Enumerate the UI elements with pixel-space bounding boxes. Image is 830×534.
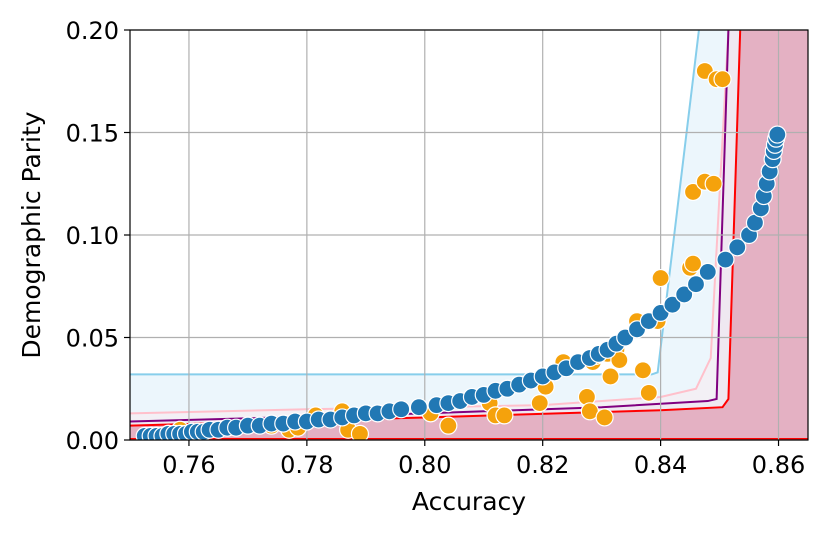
- point-series0-21: [595, 408, 614, 427]
- x-tick-label-1: 0.78: [280, 451, 333, 479]
- point-series1-52: [675, 285, 694, 304]
- point-series0-13: [495, 406, 514, 425]
- y-tick-label-3: 0.15: [66, 120, 119, 148]
- y-axis: 0.00 0.05 0.10 0.15 0.20: [66, 17, 130, 455]
- point-series0-8: [350, 424, 370, 440]
- point-series1-67: [768, 125, 787, 144]
- point-series0-32: [683, 254, 703, 273]
- x-tick-label-2: 0.80: [398, 451, 451, 479]
- x-axis-label: Accuracy: [412, 487, 526, 516]
- point-series1-51: [663, 295, 682, 314]
- point-series1-29: [409, 398, 428, 417]
- point-series1-56: [728, 238, 747, 257]
- x-tick-label-3: 0.82: [516, 451, 569, 479]
- y-tick-label-1: 0.05: [66, 325, 119, 353]
- x-tick-label-5: 0.86: [752, 451, 805, 479]
- point-series0-27: [633, 361, 653, 380]
- x-axis: 0.76 0.78 0.80 0.82 0.84 0.86: [162, 440, 805, 479]
- point-series0-36: [704, 174, 723, 193]
- y-tick-label-4: 0.20: [66, 17, 119, 45]
- data-points: [135, 61, 787, 440]
- point-series0-14: [530, 394, 549, 413]
- point-series1-55: [716, 250, 735, 269]
- y-axis-label: Demographic Parity: [17, 111, 46, 358]
- point-series0-23: [601, 367, 620, 386]
- regions: [130, 30, 808, 440]
- point-series0-30: [651, 268, 670, 288]
- point-series0-33: [683, 182, 703, 202]
- point-series1-28: [392, 400, 411, 419]
- y-tick-label-2: 0.10: [66, 222, 119, 250]
- y-tick-label-0: 0.00: [66, 427, 119, 455]
- x-tick-label-4: 0.84: [634, 451, 687, 479]
- x-tick-label-0: 0.76: [162, 451, 215, 479]
- region-fill-3: [130, 30, 808, 440]
- region-boundary-0: [130, 30, 700, 376]
- point-series0-38: [713, 70, 732, 89]
- point-series0-28: [639, 383, 658, 402]
- point-series1-53: [686, 275, 706, 294]
- point-series0-10: [439, 416, 458, 435]
- point-series1-54: [698, 262, 717, 281]
